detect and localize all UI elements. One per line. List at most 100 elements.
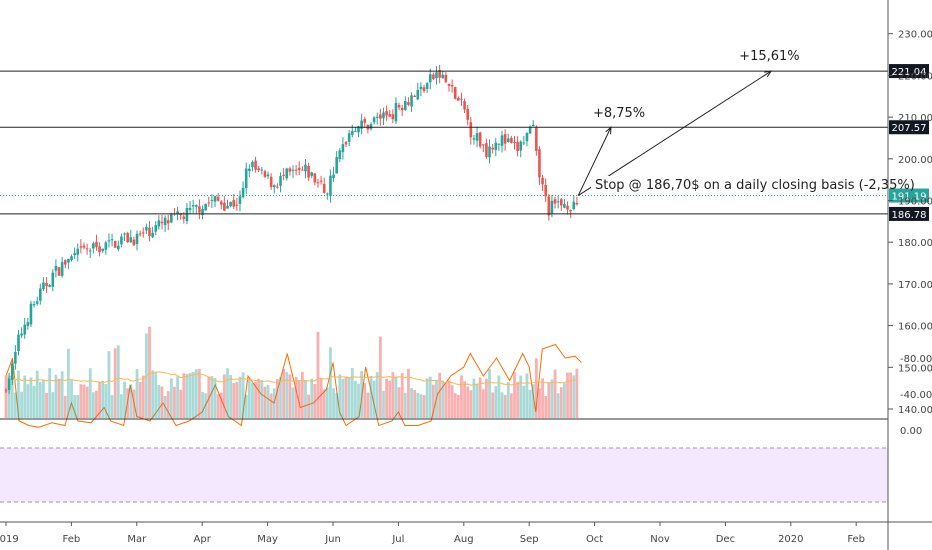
- volume-bar: [163, 395, 167, 418]
- candle-body: [148, 227, 151, 237]
- volume-bar: [566, 372, 569, 418]
- candle-body: [329, 175, 332, 196]
- volume-bar: [382, 390, 385, 418]
- candle-body: [204, 203, 207, 211]
- volume-bar: [488, 369, 491, 418]
- volume-bar: [35, 370, 39, 418]
- volume-bar: [509, 393, 513, 418]
- volume-bar: [538, 388, 541, 418]
- volume-bar: [304, 380, 307, 418]
- candle-body: [450, 85, 454, 87]
- candle-body: [444, 74, 448, 82]
- candle-body: [182, 216, 186, 219]
- time-tick-label: Mar: [127, 534, 147, 545]
- candle-body: [279, 176, 282, 186]
- volume-bar: [444, 382, 448, 418]
- volume-bar: [29, 377, 33, 418]
- candle-body: [7, 378, 11, 391]
- candle-body: [285, 168, 289, 179]
- volume-bar: [120, 394, 123, 418]
- volume-bar: [194, 369, 198, 418]
- volume-bar: [534, 358, 538, 418]
- candle-body: [516, 141, 519, 152]
- volume-bar: [453, 393, 457, 418]
- candle-body: [531, 124, 535, 127]
- volume-bar: [556, 393, 560, 418]
- volume-bar: [463, 381, 466, 418]
- volume-bar: [335, 392, 339, 418]
- volume-bar: [213, 377, 217, 418]
- volume-bar: [198, 369, 201, 418]
- volume-bar: [116, 345, 120, 418]
- volume-bar: [347, 377, 351, 418]
- candle-body: [347, 133, 351, 142]
- volume-bar: [403, 392, 407, 418]
- volume-bar: [188, 372, 192, 418]
- volume-bar: [126, 388, 130, 418]
- price-tick-label: 230.00: [898, 30, 932, 41]
- candle-body: [375, 116, 379, 118]
- candle-body: [559, 199, 563, 206]
- volume-bar: [310, 378, 314, 418]
- candle-body: [369, 124, 373, 129]
- volume-bar: [366, 392, 370, 418]
- time-tick-label: Feb: [63, 534, 81, 545]
- volume-bar: [438, 372, 442, 418]
- volume-bar: [123, 381, 126, 418]
- candle-body: [447, 83, 451, 86]
- volume-bar: [88, 368, 92, 418]
- candle-body: [257, 168, 260, 171]
- candle-body: [67, 258, 70, 263]
- volume-bar: [500, 392, 504, 418]
- volume-bar: [431, 384, 435, 418]
- candle-body: [291, 169, 295, 171]
- volume-bar: [344, 376, 348, 418]
- candle-body: [248, 168, 251, 171]
- volume-bar: [272, 388, 276, 418]
- candle-body: [510, 137, 513, 143]
- candle-body: [17, 334, 20, 352]
- candle-body: [425, 83, 429, 89]
- candle-body: [500, 135, 504, 146]
- candle-body: [522, 142, 526, 144]
- volume-bar: [57, 378, 61, 418]
- candle-body: [20, 333, 23, 336]
- volume-bar: [32, 385, 36, 418]
- price-axis: 230.00 220.00 210.00 200.00 190.00 180.00 170.…: [888, 30, 932, 416]
- candle-body: [157, 220, 161, 227]
- candle-body: [497, 143, 501, 145]
- volume-bar: [129, 384, 133, 418]
- candle-body: [23, 324, 27, 335]
- candle-body: [4, 390, 8, 392]
- candle-body: [404, 101, 407, 110]
- time-tick-label: Jul: [391, 534, 404, 545]
- annotation-15-61: +15,61%: [739, 49, 799, 64]
- rsi-band-fill: [0, 448, 888, 502]
- candle-body: [138, 233, 142, 235]
- candle-body: [569, 209, 572, 212]
- candle-body: [463, 101, 466, 110]
- volume-bar: [285, 372, 289, 418]
- volume-bar: [357, 383, 360, 418]
- candle-body: [550, 200, 554, 214]
- volume-bar: [297, 380, 301, 418]
- volume-bar: [503, 394, 507, 418]
- candle-body: [263, 171, 267, 177]
- volume-bar: [201, 392, 204, 418]
- volume-bar: [66, 348, 70, 418]
- volume-bar: [329, 347, 332, 418]
- volume-bar: [204, 393, 208, 418]
- volume-bar: [60, 371, 64, 418]
- rsi-tick-label: 0.00: [900, 426, 922, 437]
- candle-body: [60, 262, 64, 276]
- volume-bar: [42, 379, 45, 418]
- time-tick-label: Feb: [847, 534, 865, 545]
- volume-bar: [400, 373, 404, 418]
- candle-body: [232, 200, 236, 207]
- candle-body: [422, 87, 426, 92]
- candle-body: [469, 122, 473, 138]
- volume-bar: [222, 374, 226, 418]
- volume-bar: [569, 372, 573, 418]
- volume-bar: [422, 395, 426, 418]
- volume-bar: [4, 375, 8, 418]
